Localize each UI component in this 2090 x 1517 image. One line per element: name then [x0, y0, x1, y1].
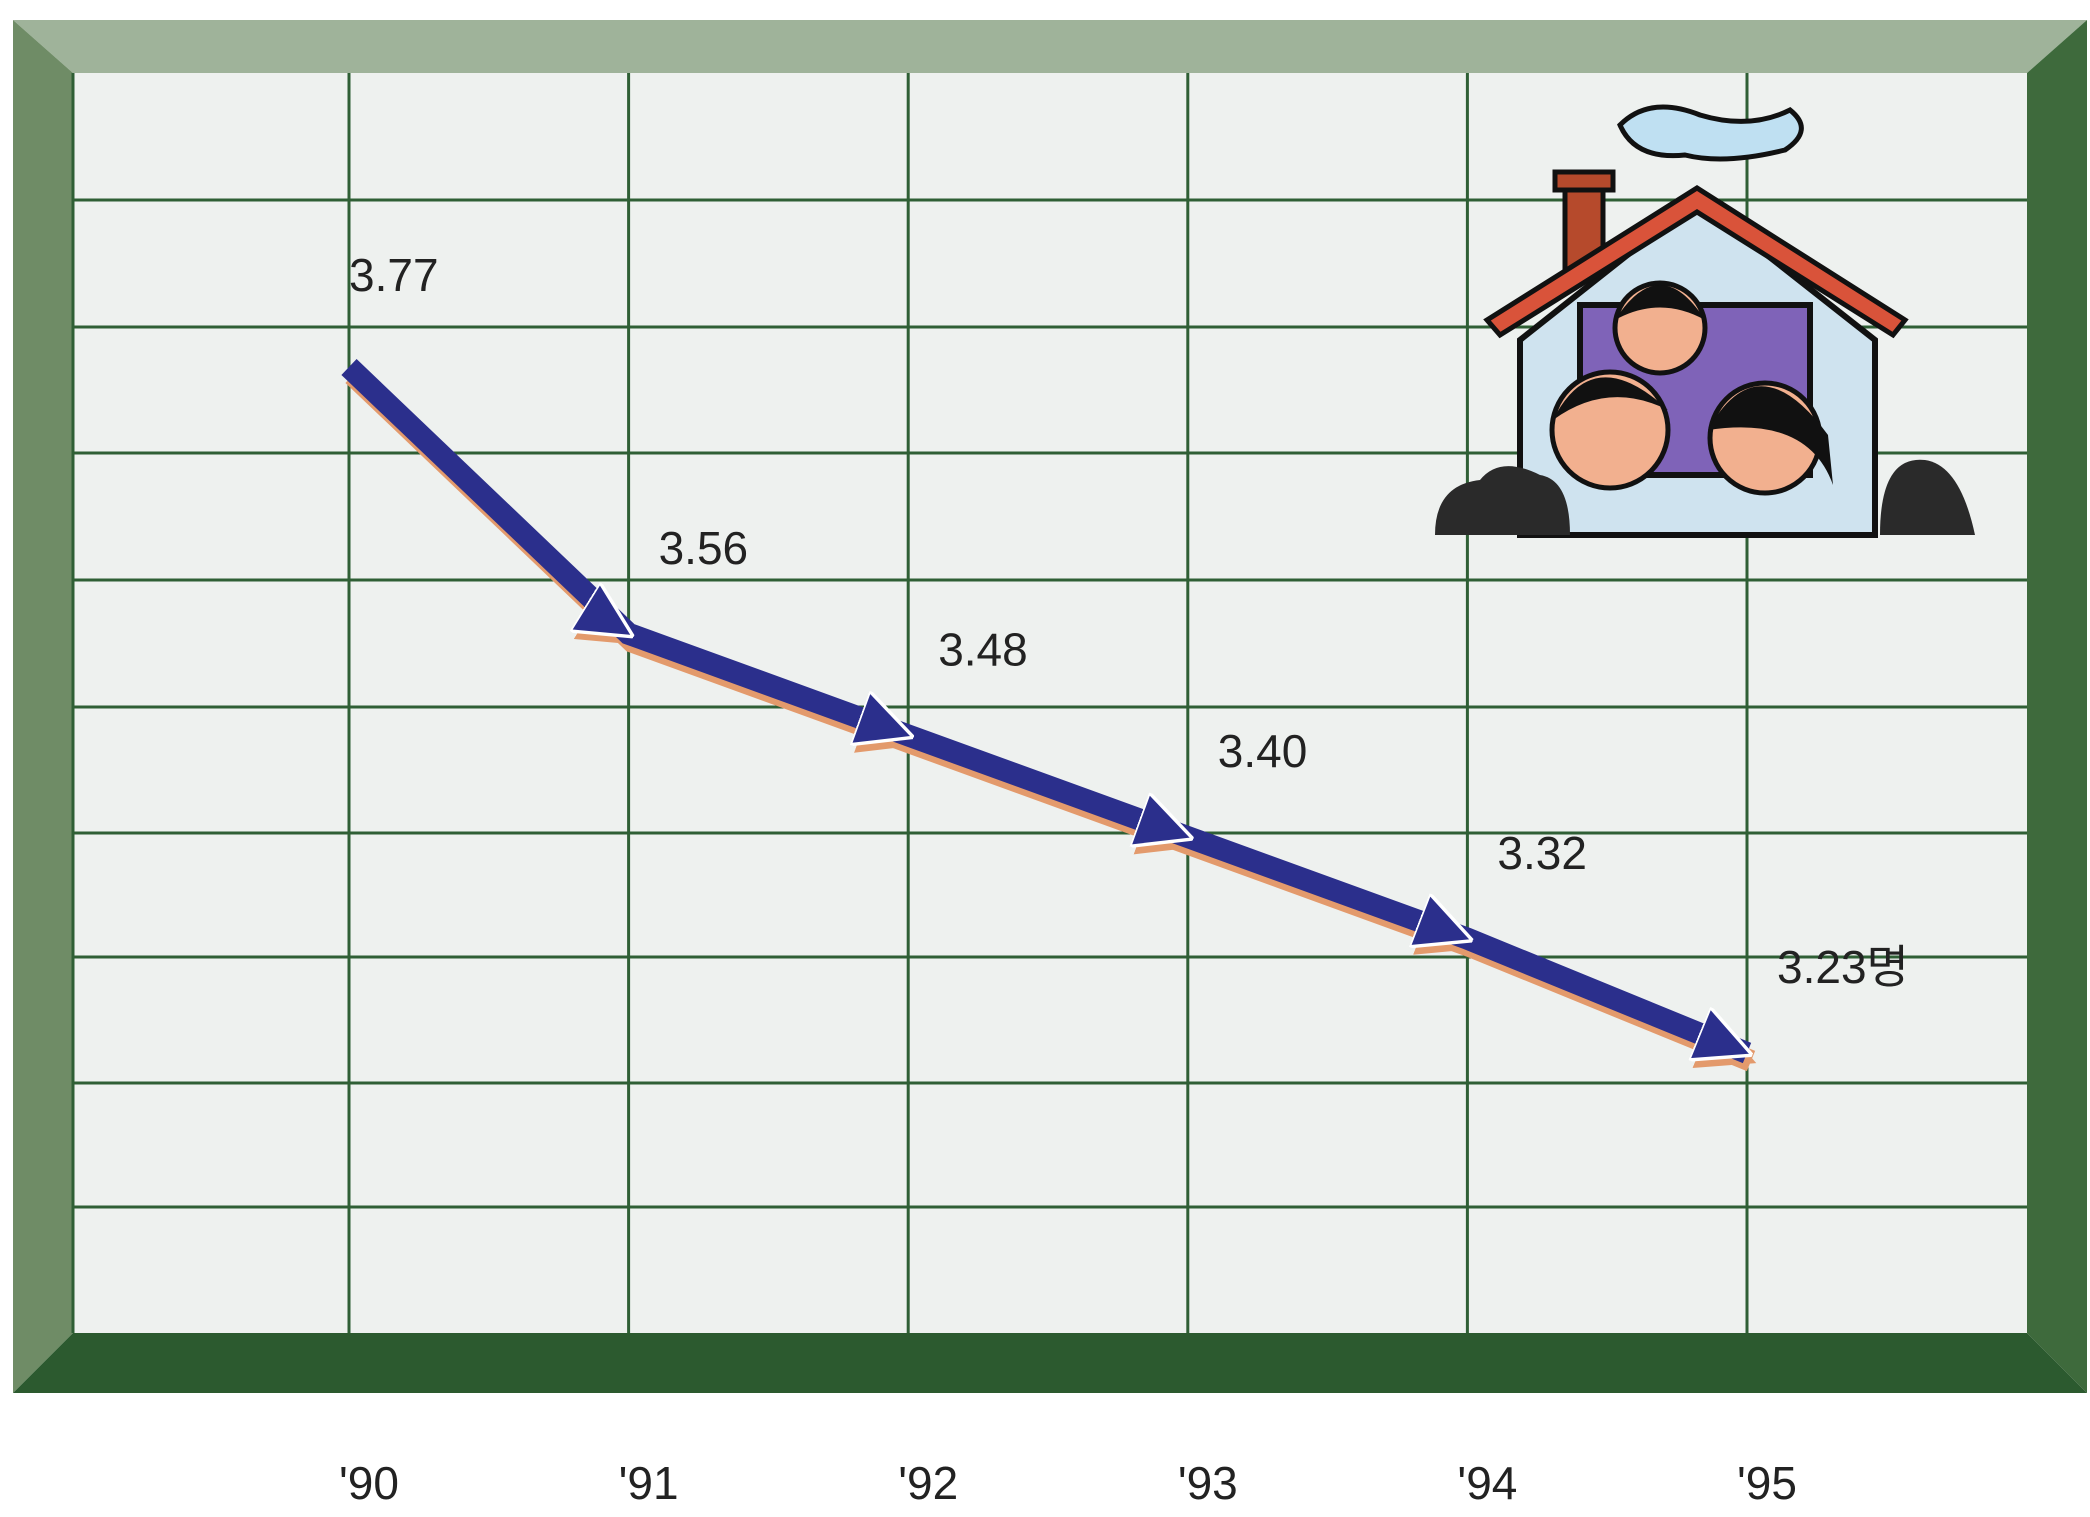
house-illustration	[1435, 104, 1975, 538]
value-label: 3.77	[349, 249, 439, 301]
value-label: 3.56	[659, 522, 749, 574]
frame-right	[2027, 20, 2087, 1393]
x-tick-label: '94	[1457, 1457, 1517, 1509]
x-tick-label: '93	[1178, 1457, 1238, 1509]
value-label: 3.32	[1497, 827, 1587, 879]
frame-bottom	[13, 1333, 2087, 1393]
frame-top	[13, 20, 2087, 73]
x-tick-label: '91	[619, 1457, 679, 1509]
x-tick-label: '95	[1737, 1457, 1797, 1509]
frame-left	[13, 20, 73, 1393]
value-label: 3.23명	[1777, 941, 1909, 993]
x-tick-label: '92	[898, 1457, 958, 1509]
arrow-line	[341, 359, 1747, 1064]
value-label: 3.40	[1218, 725, 1308, 777]
x-tick-label: '90	[339, 1457, 399, 1509]
marks: 3.77 3.56 3.48 3.40 3.32 3.23명 '90 '91 '92 '93 '94…	[339, 249, 1909, 1509]
value-label: 3.48	[938, 624, 1028, 676]
